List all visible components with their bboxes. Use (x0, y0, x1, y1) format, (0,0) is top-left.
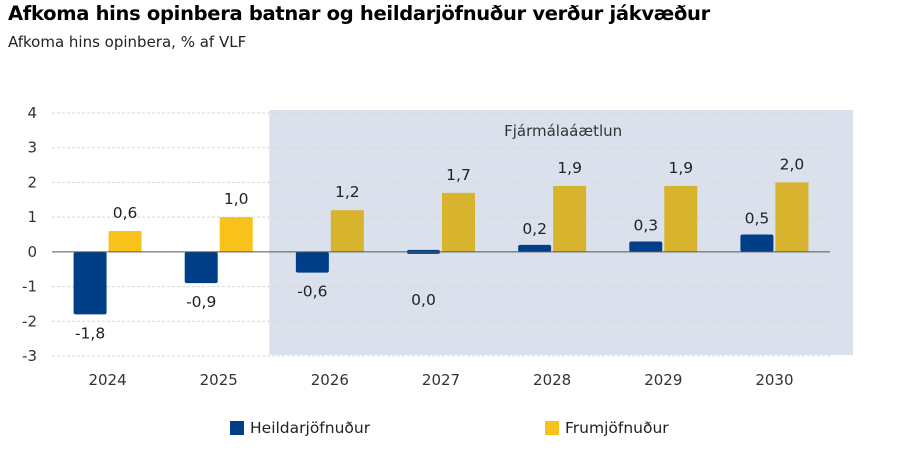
legend-item-frumjofnudur: Frumjöfnuður (545, 419, 669, 437)
bar-chart: Fjármálaáætlun -3 -2 -1 0 1 2 3 4 -1,8 0,6 2024 -0,9… (22, 104, 853, 389)
y-tick-label: 2 (27, 173, 37, 191)
data-label-frumjofnudur-2027: 1,7 (446, 166, 471, 184)
data-label-heildarjofnudur-2027: 0,0 (411, 291, 436, 309)
data-label-frumjofnudur-2026: 1,2 (335, 183, 360, 201)
x-tick-label: 2026 (311, 371, 349, 389)
data-label-frumjofnudur-2025: 1,0 (224, 190, 249, 208)
bar-frumjofnudur-2025 (219, 217, 253, 252)
data-label-heildarjofnudur-2028: 0,2 (522, 220, 547, 238)
y-tick-label: -3 (22, 347, 37, 365)
y-tick-label: 1 (27, 208, 37, 226)
legend-label-frumjofnudur: Frumjöfnuður (565, 419, 669, 437)
legend-item-heildarjofnudur: Heildarjöfnuður (230, 419, 370, 437)
x-tick-label: 2029 (644, 371, 682, 389)
data-label-heildarjofnudur-2025: -0,9 (186, 293, 216, 311)
chart-subtitle: Afkoma hins opinbera, % af VLF (8, 33, 247, 51)
y-tick-label: -2 (22, 312, 37, 330)
forecast-region-label: Fjármálaáætlun (504, 122, 622, 140)
data-label-heildarjofnudur-2029: 0,3 (633, 216, 658, 234)
data-label-frumjofnudur-2024: 0,6 (113, 204, 138, 222)
bar-frumjofnudur-2030 (775, 182, 809, 252)
bar-heildarjofnudur-2024 (73, 251, 107, 315)
bar-heildarjofnudur-2026 (295, 251, 329, 273)
y-tick-label: 3 (27, 139, 37, 157)
data-label-frumjofnudur-2030: 2,0 (780, 155, 805, 173)
data-label-heildarjofnudur-2030: 0,5 (745, 210, 770, 228)
bar-frumjofnudur-2024 (108, 231, 142, 252)
y-tick-label: -1 (22, 278, 37, 296)
bar-heildarjofnudur-2029 (629, 241, 663, 252)
bar-frumjofnudur-2027 (442, 192, 475, 252)
legend-swatch-heildarjofnudur (230, 421, 244, 435)
bar-heildarjofnudur-2025 (184, 251, 218, 284)
y-tick-label: 4 (27, 104, 37, 122)
legend-swatch-frumjofnudur (545, 421, 559, 435)
x-tick-label: 2027 (422, 371, 460, 389)
data-label-heildarjofnudur-2026: -0,6 (297, 283, 327, 301)
x-tick-label: 2025 (200, 371, 238, 389)
x-tick-label: 2028 (533, 371, 571, 389)
bar-frumjofnudur-2028 (553, 185, 587, 252)
bar-heildarjofnudur-2028 (518, 244, 552, 252)
y-tick-label: 0 (27, 243, 37, 261)
x-tick-label: 2024 (88, 371, 126, 389)
chart-title: Afkoma hins opinbera batnar og heildarjö… (8, 2, 710, 25)
data-label-frumjofnudur-2029: 1,9 (668, 159, 693, 177)
data-label-heildarjofnudur-2024: -1,8 (75, 324, 105, 342)
bar-frumjofnudur-2029 (664, 185, 698, 252)
x-tick-label: 2030 (755, 371, 793, 389)
bar-heildarjofnudur-2030 (740, 234, 774, 252)
legend-label-heildarjofnudur: Heildarjöfnuður (250, 419, 371, 437)
data-label-frumjofnudur-2028: 1,9 (557, 159, 582, 177)
bar-frumjofnudur-2026 (330, 210, 364, 252)
